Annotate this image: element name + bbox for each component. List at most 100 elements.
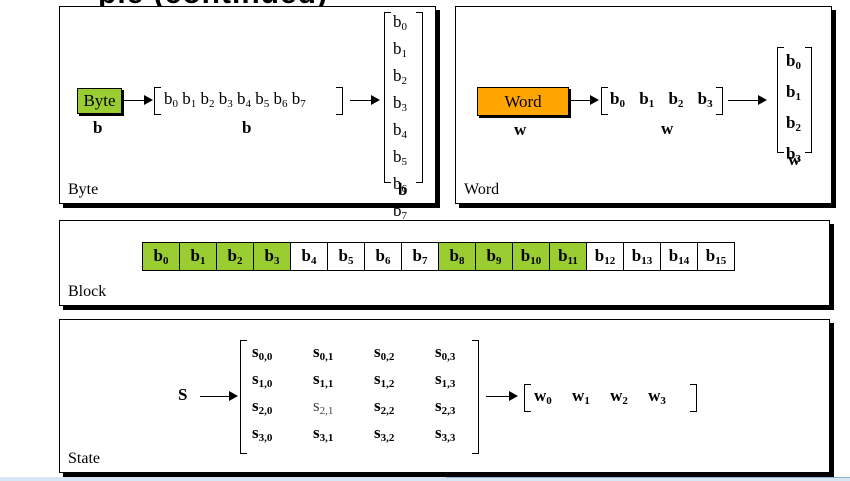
block-cell-byte-base: b bbox=[558, 246, 568, 265]
block-cell: b13 bbox=[623, 242, 661, 271]
state-element: s3,3 bbox=[435, 423, 456, 444]
block-cell-byte-base: b bbox=[338, 246, 348, 265]
state-cell: s2,0 bbox=[252, 396, 313, 423]
byte-panel: Byte b b0 b1 b2 b3 b4 b5 b6 b7 b b0 b1 b2 b… bbox=[59, 6, 436, 222]
word-panel-label: Word bbox=[464, 181, 500, 198]
block-cell-byte: b11 bbox=[558, 246, 578, 267]
block-cell-byte-subscript: 9 bbox=[495, 255, 502, 267]
byte-row-var: b bbox=[242, 118, 252, 137]
byte-col-bit-subscript: 0 bbox=[401, 21, 408, 33]
byte-row-bit-base: b bbox=[237, 89, 246, 108]
state-element: s1,1 bbox=[313, 369, 334, 390]
block-cell-byte: b0 bbox=[154, 246, 169, 267]
block-cell-byte-subscript: 2 bbox=[236, 255, 243, 267]
byte-col-bit-base: b bbox=[393, 147, 402, 166]
byte-panel-label: Byte bbox=[68, 181, 99, 198]
state-word: w1 bbox=[572, 386, 590, 407]
byte-row-bit-subscript: 1 bbox=[190, 98, 197, 110]
state-element-subscript: 1,1 bbox=[319, 378, 334, 390]
word-row-bracket-left bbox=[601, 87, 608, 115]
byte-col-bracket-right bbox=[416, 12, 423, 183]
state-cell: s0,3 bbox=[435, 342, 496, 369]
word-col-byte-subscript: 1 bbox=[795, 91, 801, 103]
block-cell-byte-subscript: 7 bbox=[421, 255, 428, 267]
word-col-byte: b2 bbox=[786, 110, 801, 141]
state-element-subscript: 0,1 bbox=[319, 351, 334, 363]
state-word-subscript: 0 bbox=[546, 395, 552, 407]
byte-arrow-2 bbox=[350, 95, 380, 105]
block-cell-byte: b4 bbox=[302, 246, 317, 267]
word-column-vector: b0 b1 b2 b3 bbox=[786, 48, 801, 172]
block-cell-byte-base: b bbox=[153, 246, 163, 265]
block-cell-byte-subscript: 11 bbox=[567, 255, 578, 267]
word-col-byte-subscript: 2 bbox=[795, 122, 801, 134]
block-cell-byte-base: b bbox=[705, 246, 716, 265]
state-panel: S s0,0 s0,1 s0,2 s0,3 s1,0 s1,1 s1,2 s1,3 s2,0 s2… bbox=[59, 319, 830, 473]
block-cell-byte-subscript: 4 bbox=[310, 255, 317, 267]
block-panel-label: Block bbox=[68, 283, 107, 300]
state-words-vector: w0 w1 w2 w3 bbox=[534, 386, 666, 407]
state-arrow-2 bbox=[486, 391, 518, 401]
state-element: s2,2 bbox=[374, 396, 394, 417]
state-element-base: s bbox=[374, 396, 381, 415]
word-row-bracket-right bbox=[716, 87, 723, 115]
word-row-byte-subscript: 2 bbox=[677, 98, 684, 110]
byte-row-bit-subscript: 2 bbox=[209, 98, 215, 110]
block-cell-byte: b10 bbox=[521, 246, 541, 267]
byte-row-bit-base: b bbox=[182, 89, 191, 108]
byte-row-bit-base: b bbox=[291, 89, 301, 108]
state-arrow-1 bbox=[200, 391, 238, 401]
word-col-byte-subscript: 0 bbox=[795, 60, 801, 72]
state-element-subscript: 3,2 bbox=[380, 432, 395, 444]
state-element: s2,3 bbox=[435, 396, 455, 417]
byte-col-bit-subscript: 2 bbox=[401, 75, 408, 87]
state-word-subscript: 3 bbox=[660, 395, 666, 407]
state-word-base: w bbox=[534, 386, 547, 405]
word-row-byte: b1 bbox=[639, 89, 654, 110]
block-cell-byte: b12 bbox=[595, 246, 615, 267]
block-cell-byte: b15 bbox=[706, 246, 726, 267]
block-cell-byte-base: b bbox=[412, 246, 422, 265]
state-element-subscript: 0,3 bbox=[441, 351, 456, 363]
state-cell: s0,0 bbox=[252, 342, 313, 369]
state-element: s1,2 bbox=[374, 369, 394, 390]
bottom-strip-line bbox=[446, 477, 850, 478]
byte-col-bit: b0 bbox=[393, 11, 407, 38]
state-matrix-bracket-left bbox=[240, 340, 247, 454]
state-element-subscript: 1,3 bbox=[441, 378, 456, 390]
state-element-base: s bbox=[374, 369, 381, 388]
byte-row-bit-base: b bbox=[255, 89, 264, 108]
state-cell: s1,2 bbox=[374, 369, 435, 396]
block-cell-byte: b9 bbox=[487, 246, 502, 267]
block-cell-byte-base: b bbox=[264, 246, 274, 265]
block-cells: b0 b1 b2 b3 b4 b5 b6 b7 b8 b9 b10 b11 b12 b13 b14 b15 bbox=[142, 242, 735, 271]
byte-col-bracket-left bbox=[384, 12, 391, 183]
state-element-base: s bbox=[374, 423, 381, 442]
byte-col-bit-base: b bbox=[393, 174, 402, 193]
state-word: w3 bbox=[648, 386, 666, 407]
byte-column-vector: b0 b1 b2 b3 b4 b5 b6 b7 bbox=[393, 11, 407, 227]
state-element-subscript: 3,3 bbox=[441, 432, 456, 444]
block-cell-byte-base: b bbox=[486, 246, 496, 265]
state-word: w2 bbox=[610, 386, 628, 407]
state-element-base: s bbox=[313, 342, 320, 361]
state-element-base: s bbox=[252, 369, 259, 388]
byte-col-bit-subscript: 3 bbox=[401, 102, 408, 114]
state-word-subscript: 1 bbox=[584, 395, 590, 407]
byte-col-bit-subscript: 4 bbox=[401, 129, 408, 141]
byte-row-bit: b3 bbox=[219, 89, 233, 110]
state-element-base: s bbox=[313, 396, 320, 415]
state-element-base: s bbox=[374, 342, 381, 361]
state-word-base: w bbox=[610, 386, 623, 405]
state-words-bracket-right bbox=[690, 384, 697, 412]
byte-row-bit: b1 bbox=[182, 89, 197, 110]
block-cell: b4 bbox=[290, 242, 328, 271]
block-cell-byte: b14 bbox=[669, 246, 689, 267]
state-element-subscript: 2,1 bbox=[319, 405, 334, 417]
state-element-subscript: 0,2 bbox=[380, 351, 395, 363]
word-row-byte-subscript: 3 bbox=[707, 98, 713, 110]
state-element-base: s bbox=[435, 396, 442, 415]
byte-col-bit: b4 bbox=[393, 119, 407, 146]
state-cell: s3,0 bbox=[252, 423, 313, 450]
state-element: s2,0 bbox=[252, 396, 272, 417]
